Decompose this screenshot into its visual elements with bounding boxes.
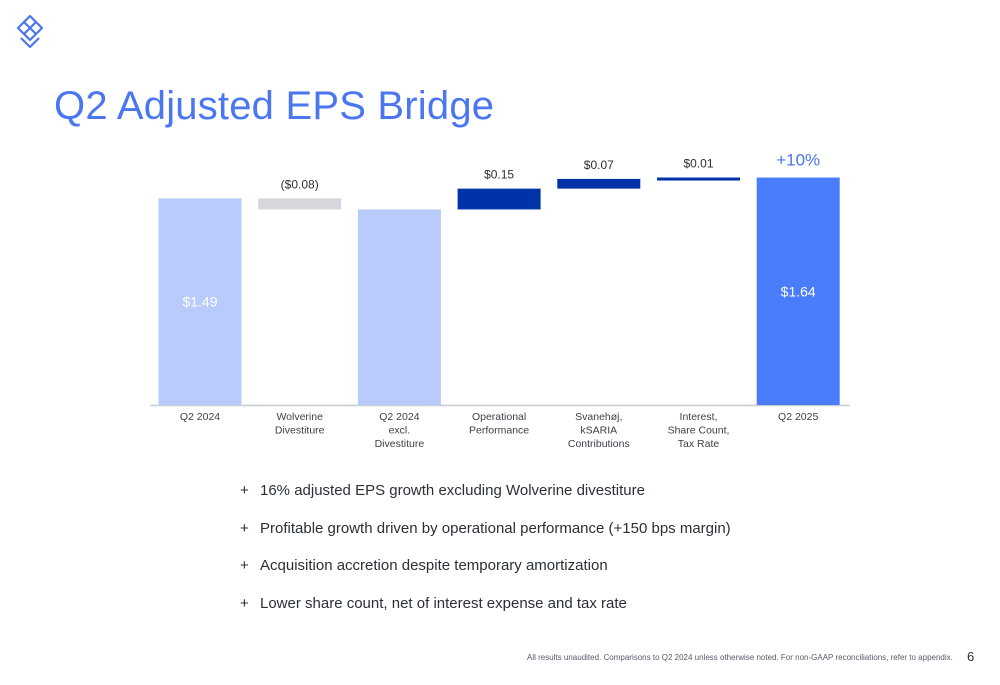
data-label: $1.64 (781, 283, 816, 299)
x-tick-label: Interest, (680, 411, 718, 423)
growth-annotation: +10% (776, 151, 820, 170)
x-tick-label: Divestiture (375, 438, 425, 450)
x-tick-label: kSARIA (580, 425, 617, 437)
bar-3 (357, 209, 441, 405)
data-label: $0.15 (484, 168, 514, 182)
bullet-list: +16% adjusted EPS growth excluding Wolve… (240, 482, 731, 632)
bullet-text: Acquisition accretion despite temporary … (260, 557, 608, 574)
bullet-item: + Lower share count, net of interest expe… (240, 595, 731, 633)
bar-5 (557, 178, 641, 189)
bullet-item: + Profitable growth driven by operational… (240, 520, 731, 558)
x-tick-label: Wolverine (276, 411, 323, 423)
bar-2 (258, 198, 342, 210)
plus-icon: + (240, 557, 249, 574)
page-number: 6 (967, 649, 975, 664)
page-title: Q2 Adjusted EPS Bridge (54, 84, 495, 128)
footnote: All results unaudited. Comparisons to Q2… (527, 653, 953, 662)
bullet-item: + Acquisition accretion despite temporary… (240, 557, 731, 595)
bullet-text: Profitable growth driven by operational … (260, 519, 731, 537)
x-tick-label: Operational (472, 411, 526, 423)
x-tick-label: Q2 2024 (180, 411, 220, 423)
bullet-item: +16% adjusted EPS growth excluding Wolve… (240, 482, 731, 520)
x-tick-label: Tax Rate (678, 438, 720, 450)
x-tick-label: Contributions (568, 438, 630, 450)
plus-icon: + (240, 482, 249, 499)
bar-4 (457, 188, 541, 210)
x-tick-label: Svanehøj, (575, 411, 622, 423)
bar-7 (756, 177, 840, 405)
x-tick-label: Share Count, (668, 425, 730, 437)
eps-bridge-chart: $1.49 Q2 2024 ($0.08) Wolverine Divestiture Q… (150, 151, 850, 450)
data-label: $0.01 (683, 157, 713, 171)
plus-icon: + (240, 519, 249, 537)
data-label: $1.49 (182, 294, 217, 310)
bar-6 (657, 177, 740, 181)
x-tick-label: Q2 2024 (379, 411, 419, 423)
data-label: ($0.08) (281, 177, 319, 191)
plus-icon: + (240, 594, 249, 612)
x-tick-label: excl. (389, 425, 411, 437)
bullet-text: Lower share count, net of interest expen… (260, 594, 627, 612)
x-tick-label: Divestiture (275, 425, 325, 437)
x-tick-label: Performance (469, 425, 529, 437)
bullet-text: 16% adjusted EPS growth excluding Wolver… (260, 482, 645, 499)
x-tick-label: Q2 2025 (778, 411, 818, 423)
bar-1 (158, 198, 242, 405)
company-logo-icon (16, 14, 44, 49)
data-label: $0.07 (584, 158, 614, 172)
